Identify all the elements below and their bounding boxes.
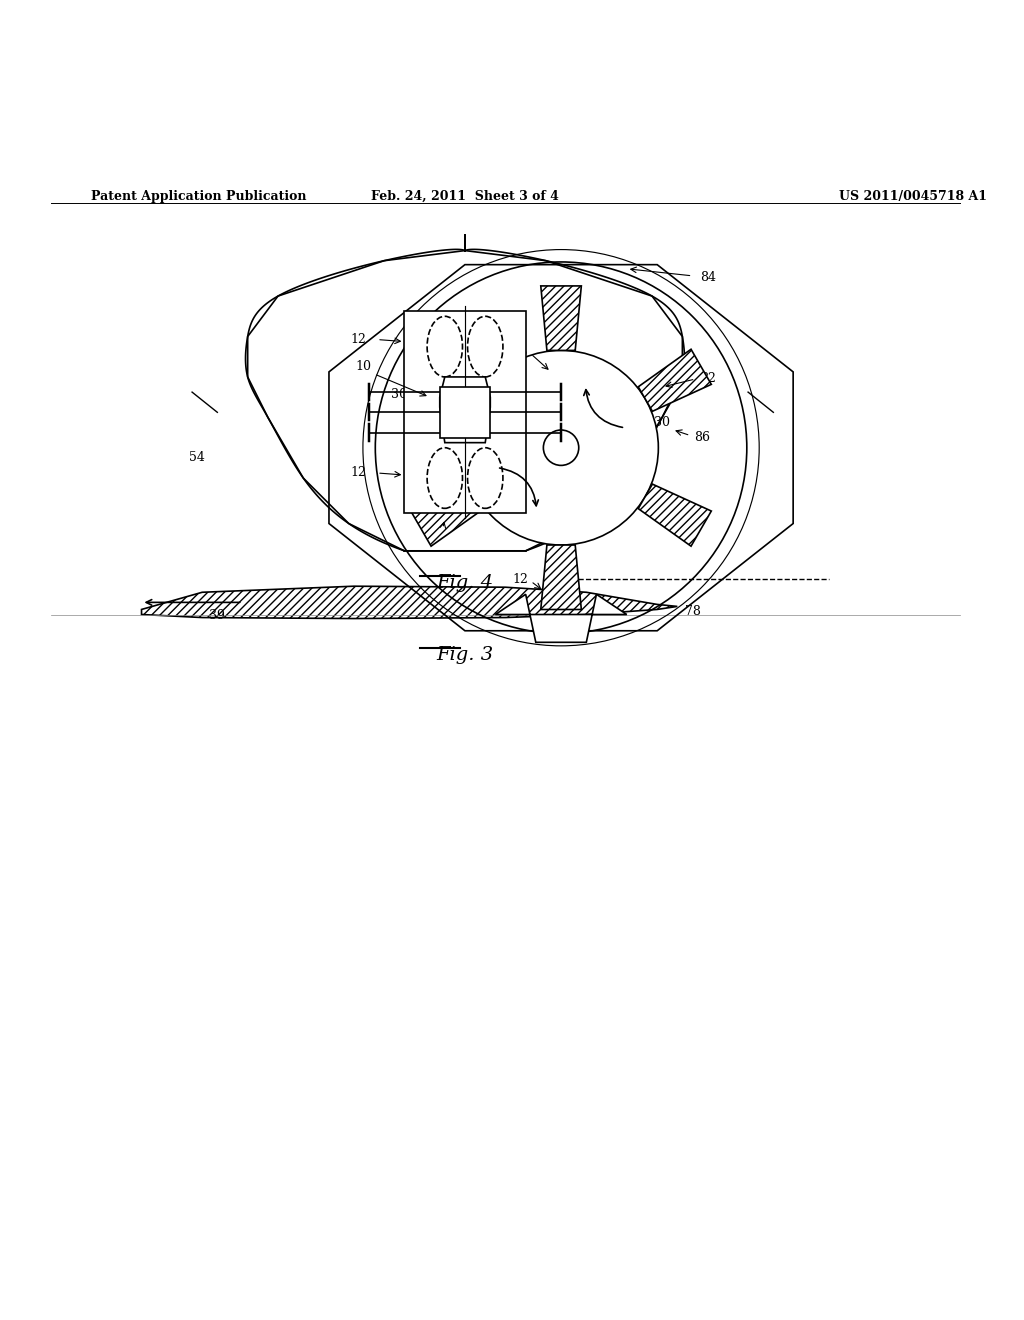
Polygon shape <box>411 484 484 546</box>
Circle shape <box>544 430 579 466</box>
Text: Feb. 24, 2011  Sheet 3 of 4: Feb. 24, 2011 Sheet 3 of 4 <box>371 190 559 203</box>
Bar <box>439 387 490 438</box>
Text: 12: 12 <box>351 466 367 479</box>
Text: 12: 12 <box>513 573 528 586</box>
Text: 82: 82 <box>699 372 716 385</box>
Polygon shape <box>638 484 712 546</box>
Circle shape <box>464 350 658 545</box>
Text: 30: 30 <box>654 416 670 429</box>
Text: 84: 84 <box>699 272 716 284</box>
Polygon shape <box>541 545 582 610</box>
Text: 86: 86 <box>694 432 711 444</box>
Text: 54: 54 <box>189 451 205 465</box>
Text: Fig. 4: Fig. 4 <box>436 574 494 593</box>
Polygon shape <box>411 350 484 412</box>
Text: 39: 39 <box>210 609 225 622</box>
Text: Patent Application Publication: Patent Application Publication <box>91 190 306 203</box>
Polygon shape <box>496 594 627 643</box>
Text: 30: 30 <box>391 388 408 401</box>
Polygon shape <box>439 378 490 442</box>
Text: 10: 10 <box>356 360 372 374</box>
Text: Fig. 3: Fig. 3 <box>436 645 494 664</box>
Text: 14: 14 <box>477 466 494 479</box>
Polygon shape <box>638 350 712 412</box>
Text: US 2011/0045718 A1: US 2011/0045718 A1 <box>839 190 987 203</box>
Text: 14: 14 <box>477 333 494 346</box>
Polygon shape <box>541 286 582 350</box>
Text: 88: 88 <box>432 525 447 539</box>
Text: 78: 78 <box>684 605 700 618</box>
Bar <box>404 312 525 513</box>
Polygon shape <box>141 586 677 619</box>
Text: 12: 12 <box>513 350 528 363</box>
Text: 12: 12 <box>351 333 367 346</box>
